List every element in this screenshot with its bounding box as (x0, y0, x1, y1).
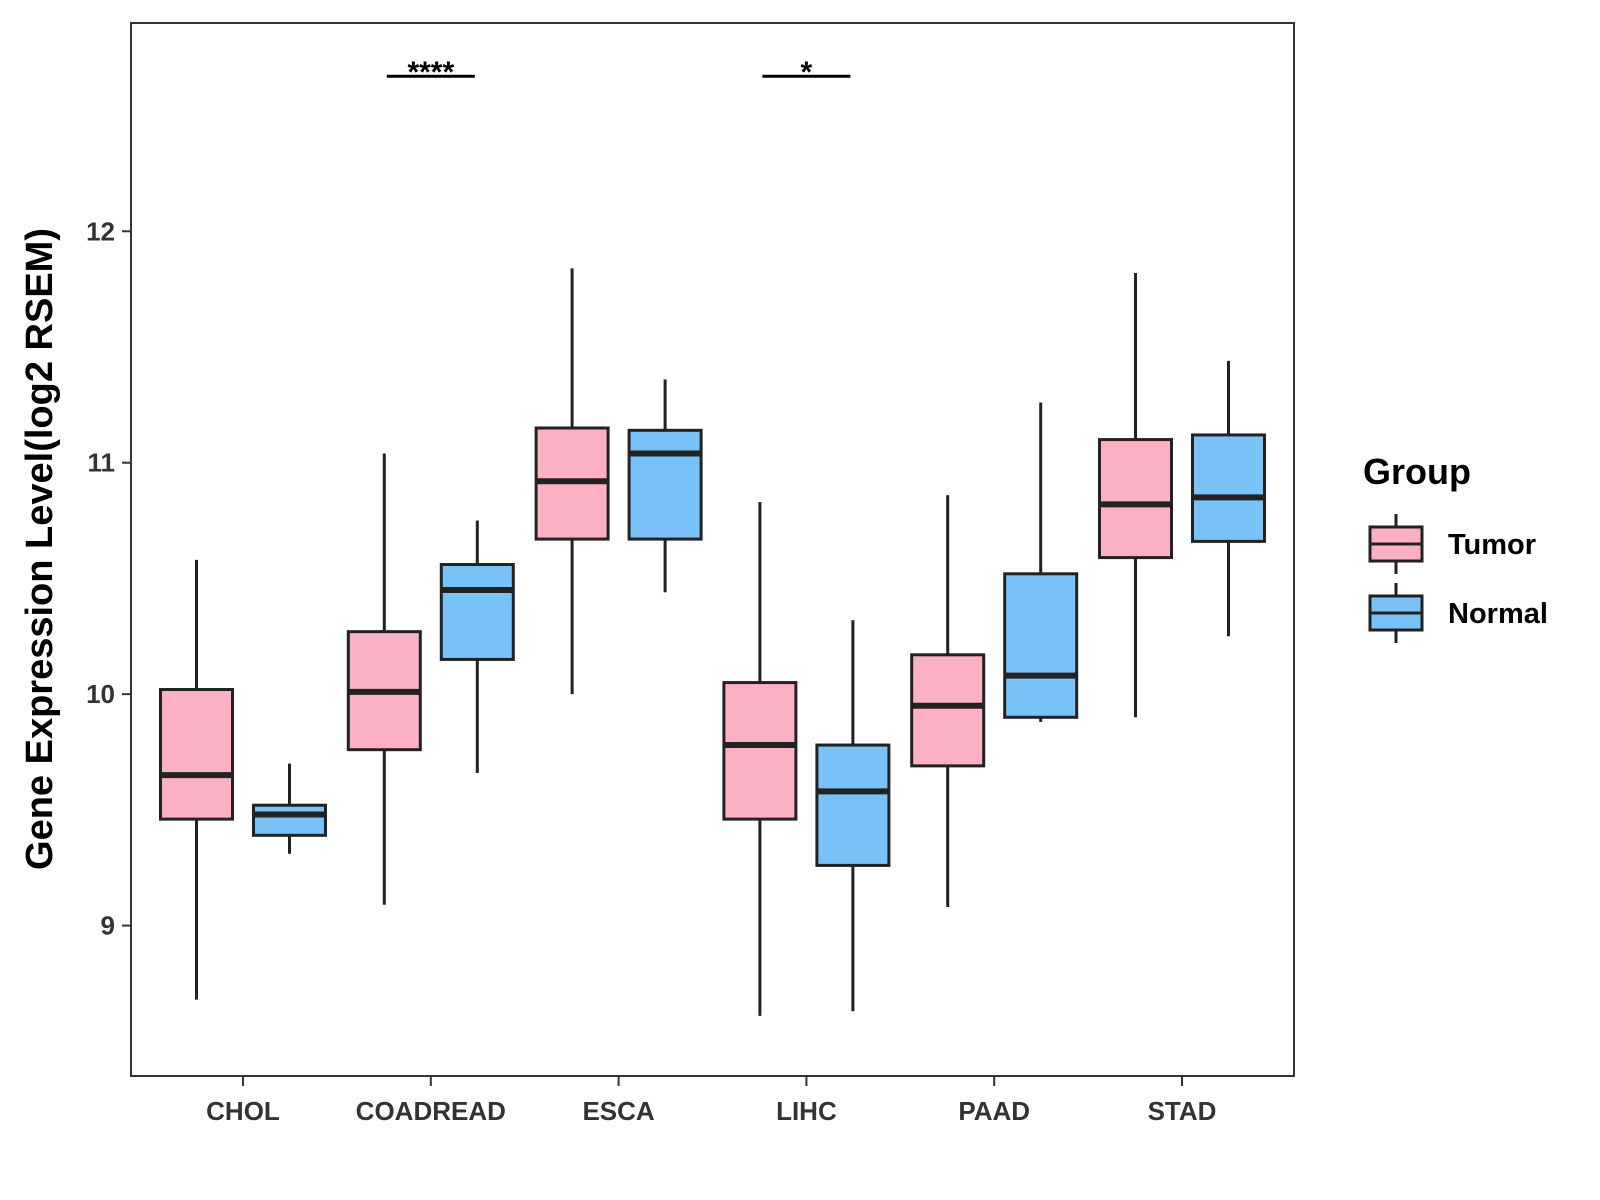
box-coadread-normal (439, 520, 515, 773)
legend: Group Tumor Normal (1363, 451, 1548, 643)
iqr-box-esca-normal (627, 428, 703, 541)
box-stad-tumor (1098, 272, 1173, 718)
y-tick-label-12: 12 (86, 216, 115, 246)
box-esca-tumor (534, 268, 610, 695)
iqr-box-lihc-tumor (722, 681, 798, 821)
boxes-layer (159, 268, 1266, 1016)
x-tick-label-chol: CHOL (206, 1096, 280, 1126)
y-tick-label-9: 9 (101, 911, 115, 941)
box-coadread-tumor (346, 453, 422, 905)
y-tick-label-10: 10 (86, 679, 115, 709)
significance-label-lihc: * (801, 56, 813, 89)
significance-annotations: **** * (386, 56, 851, 89)
plot-panel-border (130, 22, 1295, 1077)
iqr-box-stad-normal (1191, 433, 1266, 543)
x-tick-label-coadread: COADREAD (356, 1096, 506, 1126)
x-axis: CHOL COADREAD ESCA LIHC PAAD STAD (206, 1076, 1216, 1126)
x-tick-label-stad: STAD (1148, 1096, 1217, 1126)
box-stad-normal (1191, 360, 1266, 637)
legend-label-tumor: Tumor (1448, 529, 1536, 561)
legend-items: Tumor Normal (1368, 514, 1548, 643)
iqr-box-chol-tumor (159, 688, 234, 821)
x-tick-label-paad: PAAD (958, 1096, 1030, 1126)
y-axis: 9 10 11 12 (86, 216, 131, 941)
iqr-box-lihc-normal (815, 743, 891, 867)
box-chol-normal (252, 763, 327, 854)
legend-label-normal: Normal (1448, 598, 1548, 630)
box-lihc-normal (815, 620, 891, 1012)
y-tick-label-11: 11 (88, 448, 116, 478)
y-axis-title: Gene Expression Level(log2 RSEM) (19, 228, 61, 870)
iqr-box-coadread-normal (439, 563, 515, 661)
legend-item-normal: Normal (1368, 583, 1548, 643)
significance-label-coadread: **** (407, 56, 454, 89)
iqr-box-stad-tumor (1098, 438, 1173, 560)
box-paad-tumor (910, 495, 986, 908)
box-esca-normal (627, 379, 703, 593)
iqr-box-paad-tumor (910, 653, 986, 768)
x-tick-label-esca: ESCA (582, 1096, 654, 1126)
x-tick-label-lihc: LIHC (776, 1096, 837, 1126)
legend-item-tumor: Tumor (1368, 514, 1536, 574)
box-chol-tumor (159, 559, 234, 1000)
iqr-box-chol-normal (252, 803, 327, 837)
box-paad-normal (1003, 402, 1079, 722)
iqr-box-paad-normal (1003, 572, 1079, 719)
legend-title: Group (1363, 451, 1471, 492)
box-lihc-tumor (722, 502, 798, 1016)
